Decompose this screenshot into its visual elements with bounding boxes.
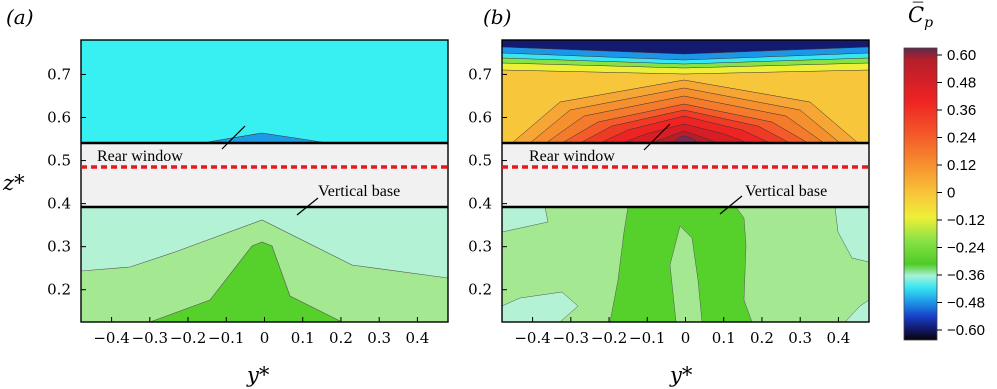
panel-b-x-tick-label: 0.2 [750,329,774,347]
panel-b-label: (b) [483,5,511,29]
colorbar-tick-label: −0.48 [947,295,985,312]
panel-a-label: (a) [6,5,34,29]
panel-a-rear-window-annotation: Rear window [97,148,183,165]
panel-b-y-tick-label: 0.7 [468,65,492,83]
panel-b-x-tick-label: −0.4 [514,329,550,347]
colorbar-scale [903,47,938,341]
panel-a-y-tick-label: 0.2 [47,281,71,299]
panel-a-gap-region [81,143,448,207]
panel-a-x-tick-label: 0.4 [405,329,429,347]
panel-a-y-axis-title: z* [2,171,25,195]
panel-a-y-tick-label: 0.4 [47,195,71,213]
panel-b-gap-region [502,143,869,207]
panel-a-rear-window-leader [221,125,246,150]
colorbar-tick-label: −0.12 [947,212,985,229]
panel-a-y-tick-label: 0.5 [47,152,71,170]
colorbar-tick-label: −0.36 [947,267,985,284]
panel-b-y-tick-label: 0.6 [468,108,492,126]
colorbar-title: C̅p [908,2,933,31]
panel-b-vertical-base-field [502,206,869,322]
panel-a-x-tick-label: −0.4 [93,329,129,347]
colorbar-title-subscript: p [924,15,933,31]
colorbar: C̅p 0.60 0.48 0.36 0.24 0.12 0 −0.12 −0.24 −0.36… [903,2,985,341]
panel-b-vertical-base-leader [719,195,743,215]
panel-a [80,39,449,323]
panel-a-x-tick-label: −0.1 [208,329,244,347]
panel-a-vertical-base-annotation: Vertical base [318,183,400,200]
panel-b-rear-window-leader [643,123,671,151]
colorbar-tick-label: 0.36 [947,102,976,119]
colorbar-tick-label: −0.60 [947,322,985,339]
panel-a-x-tick-label: −0.2 [170,329,206,347]
panel-a-rear-window-field [81,40,448,143]
panel-b-x-tick-label: 0.4 [826,329,850,347]
panel-a-x-tick-label: −0.3 [132,329,168,347]
panel-b-y-tick-label: 0.4 [468,195,492,213]
panel-a-x-tick-label: 0 [260,329,270,347]
panel-a-x-axis-title: y* [246,363,270,387]
panel-b-y-tick-label: 0.2 [468,281,492,299]
colorbar-tick-label: 0.12 [947,157,976,174]
panel-a-x-tick-label: 0.2 [329,329,353,347]
panel-a-y-tick-label: 0.7 [47,65,71,83]
panel-b-rear-window-field [502,40,869,144]
panel-b-x-tick-label: 0.1 [712,329,736,347]
panel-b-x-axis-title: y* [669,363,693,387]
colorbar-tick-label: 0.24 [947,130,976,147]
colorbar-tick-label: 0.48 [947,75,976,92]
panel-b-x-tick-label: 0.3 [788,329,812,347]
panel-b-y-tick-label: 0.5 [468,152,492,170]
colorbar-tick-label: −0.24 [947,240,985,257]
panel-a-x-tick-label: 0.3 [367,329,391,347]
panel-b-y-tick-label: 0.3 [468,238,492,256]
panel-b-x-tick-label: −0.2 [591,329,627,347]
panel-a-vertical-base-leader [296,197,319,216]
panel-a-x-tick-label: 0.1 [291,329,315,347]
panel-b-x-tick-label: 0 [681,329,691,347]
panel-b-rear-window-annotation: Rear window [529,148,615,165]
colorbar-tick-label: 0.60 [947,47,976,64]
panel-b-vertical-base-annotation: Vertical base [745,183,827,200]
panel-b [501,39,870,323]
colorbar-title-main: C̅ [908,2,924,27]
panel-a-y-tick-label: 0.6 [47,108,71,126]
panel-a-y-tick-label: 0.3 [47,238,71,256]
panel-b-x-tick-label: −0.1 [629,329,665,347]
panel-b-x-tick-label: −0.3 [553,329,589,347]
colorbar-tick-label: 0 [947,185,955,202]
panel-a-vertical-base-field [81,207,448,322]
